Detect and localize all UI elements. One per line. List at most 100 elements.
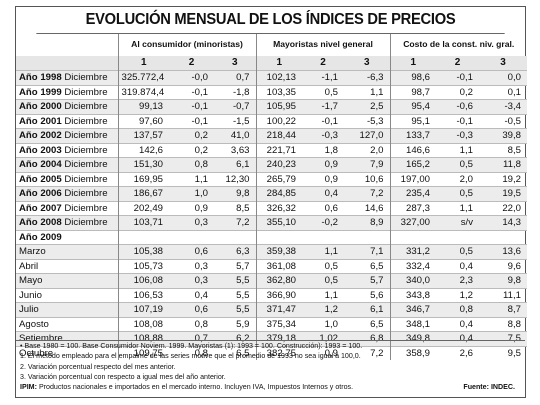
value-cell: 0,6 bbox=[169, 244, 214, 259]
col-number: 2 bbox=[302, 56, 344, 71]
value-cell: 106,08 bbox=[117, 273, 169, 288]
table-row: Año 2004 Diciembre 151,30 0,8 6,1 240,23 0,9 7… bbox=[16, 157, 527, 172]
value-cell: 2,6 bbox=[436, 345, 479, 360]
value-cell: 343,8 bbox=[389, 287, 436, 303]
group-header-mayoristas: Mayoristas nivel general bbox=[255, 34, 390, 56]
value-cell: 361,08 bbox=[255, 258, 302, 274]
empty-cell bbox=[436, 229, 479, 245]
value-cell: 0,8 bbox=[436, 302, 479, 317]
value-cell: 8,9 bbox=[344, 215, 390, 230]
row-month: Octubre bbox=[16, 345, 118, 360]
value-cell: 39,8 bbox=[479, 128, 527, 143]
value-cell: 12,30 bbox=[214, 171, 256, 187]
value-cell: 6,2 bbox=[214, 331, 256, 346]
value-cell: 7,9 bbox=[344, 157, 390, 172]
table-row: Mayo 106,08 0,3 5,5 362,80 0,5 5,7 340,0 2,3 9,8 bbox=[16, 273, 527, 288]
empty-cell bbox=[117, 229, 169, 245]
group-header-construccion: Costo de la const. niv. gral. bbox=[389, 34, 527, 56]
value-cell: 7,1 bbox=[344, 244, 390, 259]
value-cell: 0,2 bbox=[169, 142, 214, 158]
row-month: Julio bbox=[16, 302, 118, 317]
value-cell: -0,2 bbox=[302, 215, 344, 230]
value-cell: 0,4 bbox=[436, 258, 479, 274]
value-cell: 14,3 bbox=[479, 215, 527, 230]
row-label: Año 2003 Diciembre bbox=[16, 142, 118, 158]
col-number: 3 bbox=[344, 56, 390, 71]
value-cell: 346,7 bbox=[389, 302, 436, 317]
value-cell: 240,23 bbox=[255, 157, 302, 172]
value-cell: 349,8 bbox=[389, 331, 436, 346]
table-row: Año 2007 Diciembre 202,49 0,9 8,5 326,32 0,6 1… bbox=[16, 200, 527, 216]
value-cell: 326,32 bbox=[255, 200, 302, 216]
row-month: Diciembre bbox=[64, 202, 108, 214]
value-cell: -5,3 bbox=[344, 113, 390, 129]
row-year: Año 2006 bbox=[19, 188, 62, 199]
value-cell: 5,5 bbox=[214, 302, 256, 317]
value-cell: -6,3 bbox=[344, 70, 390, 85]
value-cell: -0,7 bbox=[214, 99, 256, 114]
value-cell: 0,4 bbox=[302, 186, 344, 201]
ipim-text: Productos nacionales e importados en el … bbox=[38, 383, 354, 392]
value-cell: 102,13 bbox=[255, 70, 302, 85]
value-cell: 6,1 bbox=[214, 157, 256, 172]
col-number: 1 bbox=[117, 56, 169, 71]
table-row: Año 2001 Diciembre 97,60 -0,1 -1,5 100,22 -0,… bbox=[16, 113, 527, 129]
value-cell: 0,3 bbox=[169, 258, 214, 274]
row-label: Año 2000 Diciembre bbox=[16, 99, 118, 114]
row-label: Año 2008 Diciembre bbox=[16, 215, 118, 230]
row-label: Año 2001 Diciembre bbox=[16, 113, 118, 129]
value-cell: 0,5 bbox=[436, 244, 479, 259]
value-cell: 0,5 bbox=[302, 84, 344, 100]
value-cell: -0,3 bbox=[302, 128, 344, 143]
value-cell: 348,1 bbox=[389, 316, 436, 332]
col-number: 1 bbox=[255, 56, 302, 71]
value-cell: 327,00 bbox=[389, 215, 436, 230]
value-cell: -0,3 bbox=[436, 128, 479, 143]
row-month: Diciembre bbox=[64, 72, 108, 83]
row-month: Diciembre bbox=[64, 101, 108, 112]
value-cell: 6,3 bbox=[214, 244, 256, 259]
row-month: Diciembre bbox=[64, 144, 108, 156]
col-number: 2 bbox=[169, 56, 214, 71]
value-cell: 107,19 bbox=[117, 302, 169, 317]
value-cell: 366,90 bbox=[255, 287, 302, 303]
empty-cell bbox=[214, 229, 256, 245]
value-cell: 6,5 bbox=[344, 316, 390, 332]
row-year: Año 2001 bbox=[19, 115, 62, 127]
value-cell: 95,1 bbox=[389, 113, 436, 129]
value-cell: 105,95 bbox=[255, 99, 302, 114]
value-cell: 10,6 bbox=[344, 171, 390, 187]
table-row: Año 1998 Diciembre 325.772,4 -0,0 0,7 102,13… bbox=[16, 70, 527, 85]
table-row: Junio 106,53 0,4 5,5 366,90 1,1 5,6 343,8 1,2 11,… bbox=[16, 287, 527, 303]
value-cell: 1,2 bbox=[302, 302, 344, 317]
value-cell: 11,8 bbox=[479, 157, 527, 172]
row-label: Año 1999 Diciembre bbox=[16, 84, 118, 100]
row-year: Año 2005 bbox=[19, 173, 62, 185]
value-cell: 359,38 bbox=[255, 244, 302, 259]
value-cell: 2,3 bbox=[436, 273, 479, 288]
value-cell: 0,8 bbox=[169, 157, 214, 172]
footnotes: • Base 1980 = 100. Base Consumidor Novie… bbox=[16, 340, 525, 397]
value-cell: 0,6 bbox=[302, 200, 344, 216]
value-cell: 362,80 bbox=[255, 273, 302, 288]
row-year: Año 2004 bbox=[19, 159, 62, 170]
value-cell: 22,0 bbox=[479, 200, 527, 216]
table-row: Año 2006 Diciembre 186,67 1,0 9,8 284,85 0,4 7… bbox=[16, 186, 527, 201]
value-cell: -1,5 bbox=[214, 113, 256, 129]
value-cell: 1,8 bbox=[302, 142, 344, 158]
value-cell: 0,2 bbox=[169, 128, 214, 143]
value-cell: 98,7 bbox=[389, 84, 436, 100]
value-cell: 8,5 bbox=[214, 200, 256, 216]
value-cell: 379,18 bbox=[255, 331, 302, 346]
value-cell: -0,0 bbox=[169, 70, 214, 85]
value-cell: 1,0 bbox=[302, 316, 344, 332]
value-cell: 1,02 bbox=[302, 331, 344, 346]
value-cell: 5,9 bbox=[214, 316, 256, 332]
value-cell: 95,4 bbox=[389, 99, 436, 114]
value-cell: 5,7 bbox=[214, 258, 256, 274]
value-cell: 287,3 bbox=[389, 200, 436, 216]
value-cell: 133,7 bbox=[389, 128, 436, 143]
footnote: • Base 1980 = 100. Base Consumidor Novie… bbox=[20, 342, 363, 350]
value-cell: 9,8 bbox=[214, 186, 256, 201]
value-cell: 14,6 bbox=[344, 200, 390, 216]
